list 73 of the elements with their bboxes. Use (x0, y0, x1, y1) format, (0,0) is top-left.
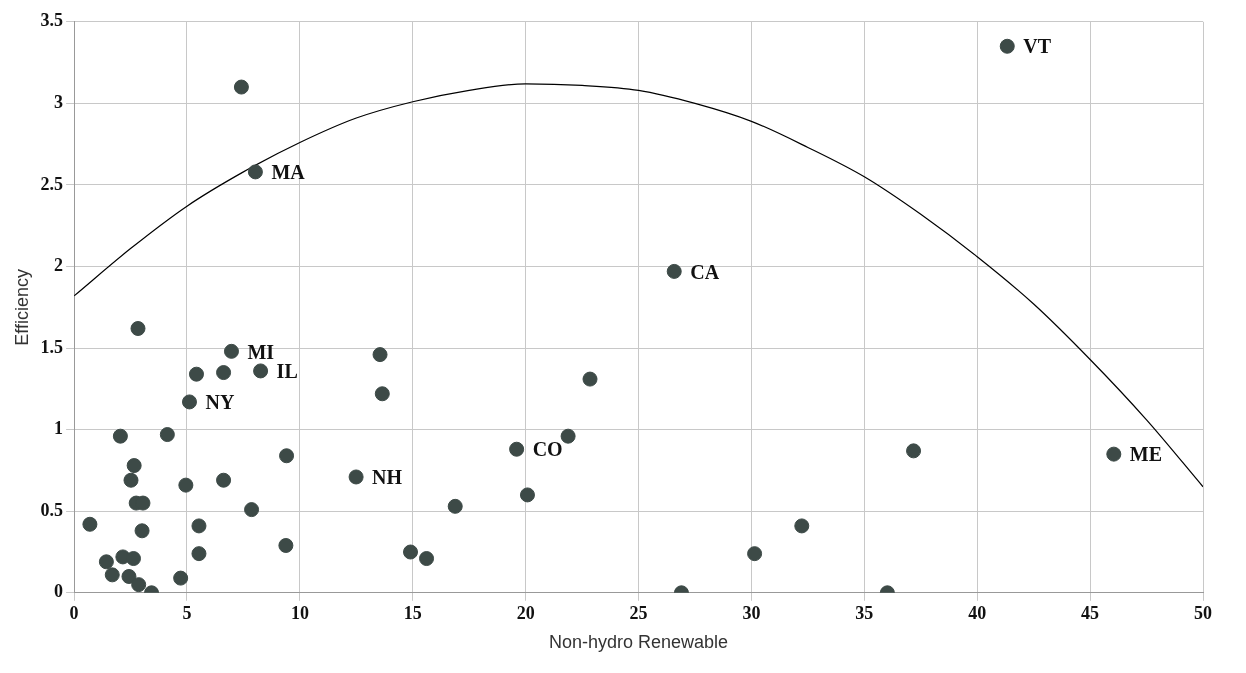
point (906, 443, 922, 459)
point (403, 544, 419, 560)
annotation: NH (372, 466, 403, 489)
point (666, 263, 682, 279)
point (582, 371, 598, 387)
y-tick-label: 1.5 (40, 336, 64, 357)
point (372, 347, 388, 363)
point (999, 38, 1015, 54)
x-tick-label: 0 (69, 603, 79, 624)
point (125, 551, 141, 567)
point (98, 554, 114, 570)
point (130, 321, 146, 337)
x-tick-label: 15 (403, 603, 422, 624)
point (247, 164, 263, 180)
y-tick-label: 1 (54, 418, 64, 439)
y-tick-label: 3 (54, 92, 64, 113)
point (82, 516, 98, 532)
point (794, 518, 810, 534)
point (278, 537, 294, 553)
point (223, 343, 239, 359)
point (1106, 446, 1122, 462)
point (191, 546, 207, 562)
point (509, 441, 525, 457)
point (131, 577, 147, 593)
point (126, 458, 142, 474)
point (178, 477, 194, 493)
annotation: NY (205, 391, 235, 414)
point (123, 472, 139, 488)
point (134, 523, 150, 539)
x-tick-label: 35 (855, 603, 874, 624)
point (279, 448, 295, 464)
point (216, 365, 232, 381)
y-axis-title: Efficiency (11, 268, 32, 346)
annotation: MI (247, 340, 275, 363)
x-axis-title: Non-hydro Renewable (549, 632, 729, 653)
point (112, 428, 128, 444)
y-tick-label: 3.5 (40, 10, 64, 31)
point (419, 551, 435, 567)
point (253, 363, 269, 379)
x-tick-label: 50 (1194, 603, 1212, 624)
point (747, 546, 763, 562)
point (173, 570, 189, 586)
point (121, 568, 137, 584)
annotation: IL (276, 360, 298, 383)
point (216, 472, 232, 488)
x-tick-label: 25 (629, 603, 648, 624)
point (104, 567, 120, 583)
x-tick-label: 40 (968, 603, 987, 624)
x-tick-label: 5 (182, 603, 192, 624)
annotation: ME (1129, 443, 1163, 466)
y-tick-label: 0 (54, 581, 64, 602)
y-tick-label: 2.5 (40, 173, 64, 194)
point (159, 427, 175, 443)
point (188, 366, 204, 382)
point (191, 518, 207, 534)
y-tick-label: 0.5 (40, 499, 64, 520)
x-tick-label: 45 (1081, 603, 1100, 624)
annotation: MA (271, 161, 306, 184)
point (560, 428, 576, 444)
x-tick-label: 10 (290, 603, 309, 624)
point (374, 386, 390, 402)
point (447, 498, 463, 514)
point (348, 469, 364, 485)
x-tick-label: 20 (516, 603, 535, 624)
point (244, 502, 260, 518)
point (181, 394, 197, 410)
point (519, 487, 535, 503)
y-tick-label: 2 (54, 255, 64, 276)
x-tick-label: 30 (742, 603, 761, 624)
annotation: CA (690, 260, 720, 283)
point (233, 79, 249, 95)
annotation: VT (1023, 35, 1052, 58)
annotation: CO (532, 438, 563, 461)
